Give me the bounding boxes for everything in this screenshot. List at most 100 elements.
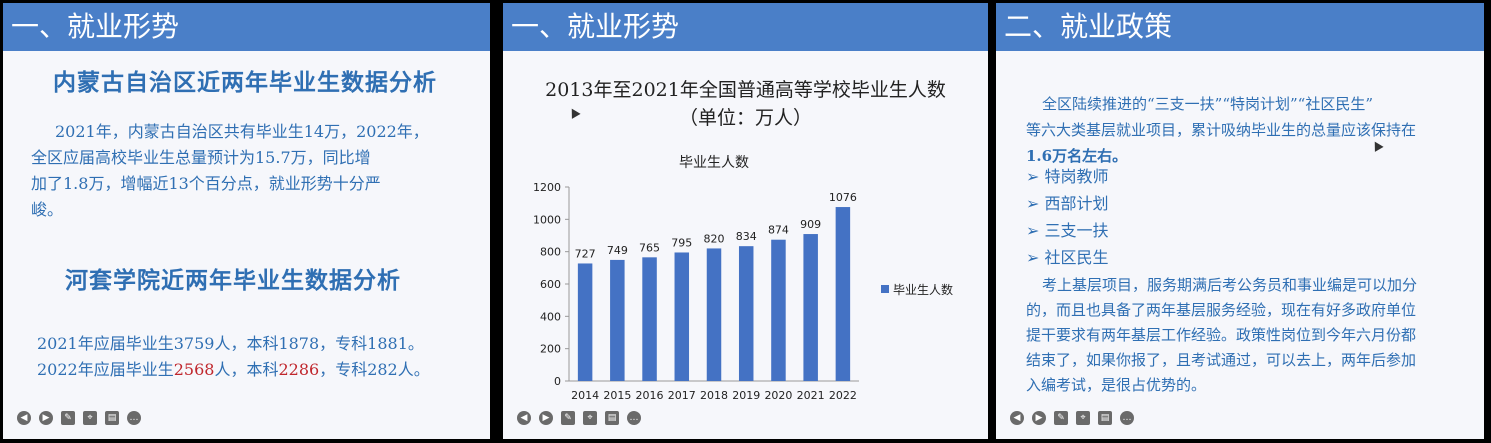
para-line: 峻。 xyxy=(31,200,64,219)
para-line: 等六大类基层就业项目，累计吸纳毕业生的总量应该保持在 xyxy=(1026,121,1417,139)
list-item-label: 社区民生 xyxy=(1044,248,1109,267)
para-line: 提干要求有两年基层工作经验。政策性岗位到今年六月份都 xyxy=(1026,326,1417,344)
slide-toolbar: ◀ ▶ ✎ ⌖ ▤ … xyxy=(1010,411,1134,425)
highlight-number: 2286 xyxy=(278,360,320,379)
slide-header: 二、就业政策 xyxy=(996,3,1484,51)
pen-icon[interactable]: ✎ xyxy=(61,411,75,425)
hetao-2021-line: 2021年应届毕业生3759人，本科1878，专科1881。 xyxy=(37,334,424,353)
list-item-label: 三支一扶 xyxy=(1044,221,1109,240)
data-label: 834 xyxy=(736,230,757,243)
zoom-icon[interactable]: ⌖ xyxy=(1076,411,1090,425)
next-icon[interactable]: ▶ xyxy=(39,411,53,425)
bar xyxy=(642,257,657,381)
para-line: 的，而且也具备了两年基层服务经验，现在有好多政府单位 xyxy=(1026,301,1417,319)
bar xyxy=(835,207,851,381)
pen-icon[interactable]: ✎ xyxy=(1054,411,1068,425)
prev-icon[interactable]: ◀ xyxy=(1010,411,1024,425)
next-icon[interactable]: ▶ xyxy=(1032,411,1046,425)
y-tick-label: 200 xyxy=(540,343,561,356)
policy-bullet-list: ➢ 特岗教师 ➢ 西部计划 ➢ 三支一扶 ➢ 社区民生 xyxy=(1026,163,1109,271)
para-line: 全区陆续推进的“三支一扶”“特岗计划”“社区民生” xyxy=(1042,95,1374,113)
hetao-2022-line: 2022年应届毕业生2568人，本科2286，专科282人。 xyxy=(37,357,430,383)
section-title-inner-mongolia: 内蒙古自治区近两年毕业生数据分析 xyxy=(53,69,437,96)
pen-icon[interactable]: ✎ xyxy=(561,411,575,425)
data-label: 1076 xyxy=(829,191,857,204)
data-label: 749 xyxy=(607,244,628,257)
x-tick-label: 2021 xyxy=(797,389,825,402)
slide-header: 一、就业形势 xyxy=(3,3,490,51)
slide-header: 一、就业形势 xyxy=(503,3,988,51)
slide-employment-situation-2: 一、就业形势 2013年至2021年全国普通高等学校毕业生人数 （单位：万人） … xyxy=(503,3,988,439)
chat-icon[interactable]: ▤ xyxy=(105,411,119,425)
para-line: 入编考试，是很占优势的。 xyxy=(1026,376,1207,394)
y-tick-label: 800 xyxy=(540,246,561,259)
x-tick-label: 2017 xyxy=(668,389,696,402)
x-tick-label: 2019 xyxy=(732,389,760,402)
legend-label: 毕业生人数 xyxy=(893,282,953,297)
chart-title: 毕业生人数 xyxy=(679,155,749,171)
more-icon[interactable]: … xyxy=(627,411,641,425)
x-tick-label: 2022 xyxy=(829,389,857,402)
prev-icon[interactable]: ◀ xyxy=(517,411,531,425)
legend-swatch xyxy=(881,285,889,293)
list-item-label: 特岗教师 xyxy=(1044,167,1109,186)
text-span: ，专科282人。 xyxy=(319,360,430,379)
list-item: ➢ 西部计划 xyxy=(1026,194,1109,213)
bar xyxy=(803,234,818,381)
data-label: 765 xyxy=(639,241,660,254)
data-label: 820 xyxy=(704,232,725,245)
x-tick-label: 2015 xyxy=(603,389,631,402)
x-tick-label: 2020 xyxy=(764,389,792,402)
slide-employment-policy: 二、就业政策 全区陆续推进的“三支一扶”“特岗计划”“社区民生” 等六大类基层就… xyxy=(996,3,1484,439)
bar xyxy=(738,246,754,381)
paragraph-inner-mongolia: 2021年，内蒙古自治区共有毕业生14万，2022年， 全区应届高校毕业生总量预… xyxy=(31,119,486,223)
data-label: 874 xyxy=(768,224,789,237)
section-title-hetao: 河套学院近两年毕业生数据分析 xyxy=(65,267,401,294)
para-line: 1.6万名左右。 xyxy=(1026,147,1128,165)
para-line: 2021年，内蒙古自治区共有毕业生14万，2022年， xyxy=(55,122,429,141)
chat-icon[interactable]: ▤ xyxy=(1098,411,1112,425)
bar-chart: 毕业生人数 0 200 400 600 800 1000 1200 727 2014 749 2015… xyxy=(533,155,953,402)
para-line: 考上基层项目，服务期满后考公务员和事业编是可以加分 xyxy=(1042,276,1418,294)
bar xyxy=(706,248,722,381)
zoom-icon[interactable]: ⌖ xyxy=(83,411,97,425)
x-tick-label: 2014 xyxy=(571,389,599,402)
x-tick-label: 2018 xyxy=(700,389,728,402)
para-line: 全区应届高校毕业生总量预计为15.7万，同比增 xyxy=(31,148,371,167)
para-line: 加了1.8万，增幅近13个百分点，就业形势十分严 xyxy=(31,174,381,193)
policy-paragraph-1: 全区陆续推进的“三支一扶”“特岗计划”“社区民生” 等六大类基层就业项目，累计吸… xyxy=(1026,91,1476,169)
more-icon[interactable]: … xyxy=(1120,411,1134,425)
chart-main-title-line1: 2013年至2021年全国普通高等学校毕业生人数 xyxy=(545,79,946,101)
list-item-label: 西部计划 xyxy=(1044,194,1109,213)
text-span: 2022年应届毕业生 xyxy=(37,360,174,379)
list-item: ➢ 社区民生 xyxy=(1026,248,1109,267)
list-item: ➢ 三支一扶 xyxy=(1026,221,1109,240)
prev-icon[interactable]: ◀ xyxy=(17,411,31,425)
more-icon[interactable]: … xyxy=(127,411,141,425)
y-tick-label: 600 xyxy=(540,278,561,291)
chart-main-title-line2: （单位：万人） xyxy=(678,107,812,129)
y-tick-label: 1200 xyxy=(533,181,561,194)
bar xyxy=(610,259,625,381)
next-icon[interactable]: ▶ xyxy=(539,411,553,425)
bar xyxy=(771,239,786,381)
zoom-icon[interactable]: ⌖ xyxy=(583,411,597,425)
slide-employment-situation-1: 一、就业形势 内蒙古自治区近两年毕业生数据分析 2021年，内蒙古自治区共有毕业… xyxy=(3,3,490,439)
y-tick-label: 1000 xyxy=(533,213,561,226)
y-tick-label: 0 xyxy=(554,375,561,388)
text-span: 人，本科 xyxy=(214,360,279,379)
data-label: 909 xyxy=(800,218,821,231)
slide-toolbar: ◀ ▶ ✎ ⌖ ▤ … xyxy=(17,411,141,425)
bar xyxy=(577,263,593,381)
chat-icon[interactable]: ▤ xyxy=(605,411,619,425)
data-label: 727 xyxy=(575,247,596,260)
bar xyxy=(674,252,690,381)
para-line: 结束了，如果你报了，且考试通过，可以去上，两年后参加 xyxy=(1026,351,1417,369)
x-tick-label: 2016 xyxy=(636,389,664,402)
slide-toolbar: ◀ ▶ ✎ ⌖ ▤ … xyxy=(517,411,641,425)
y-tick-label: 400 xyxy=(540,310,561,323)
policy-paragraph-2: 考上基层项目，服务期满后考公务员和事业编是可以加分 的，而且也具备了两年基层服务… xyxy=(1026,273,1476,398)
highlight-number: 2568 xyxy=(173,360,215,379)
list-item: ➢ 特岗教师 xyxy=(1026,167,1109,186)
data-label: 795 xyxy=(671,236,692,249)
